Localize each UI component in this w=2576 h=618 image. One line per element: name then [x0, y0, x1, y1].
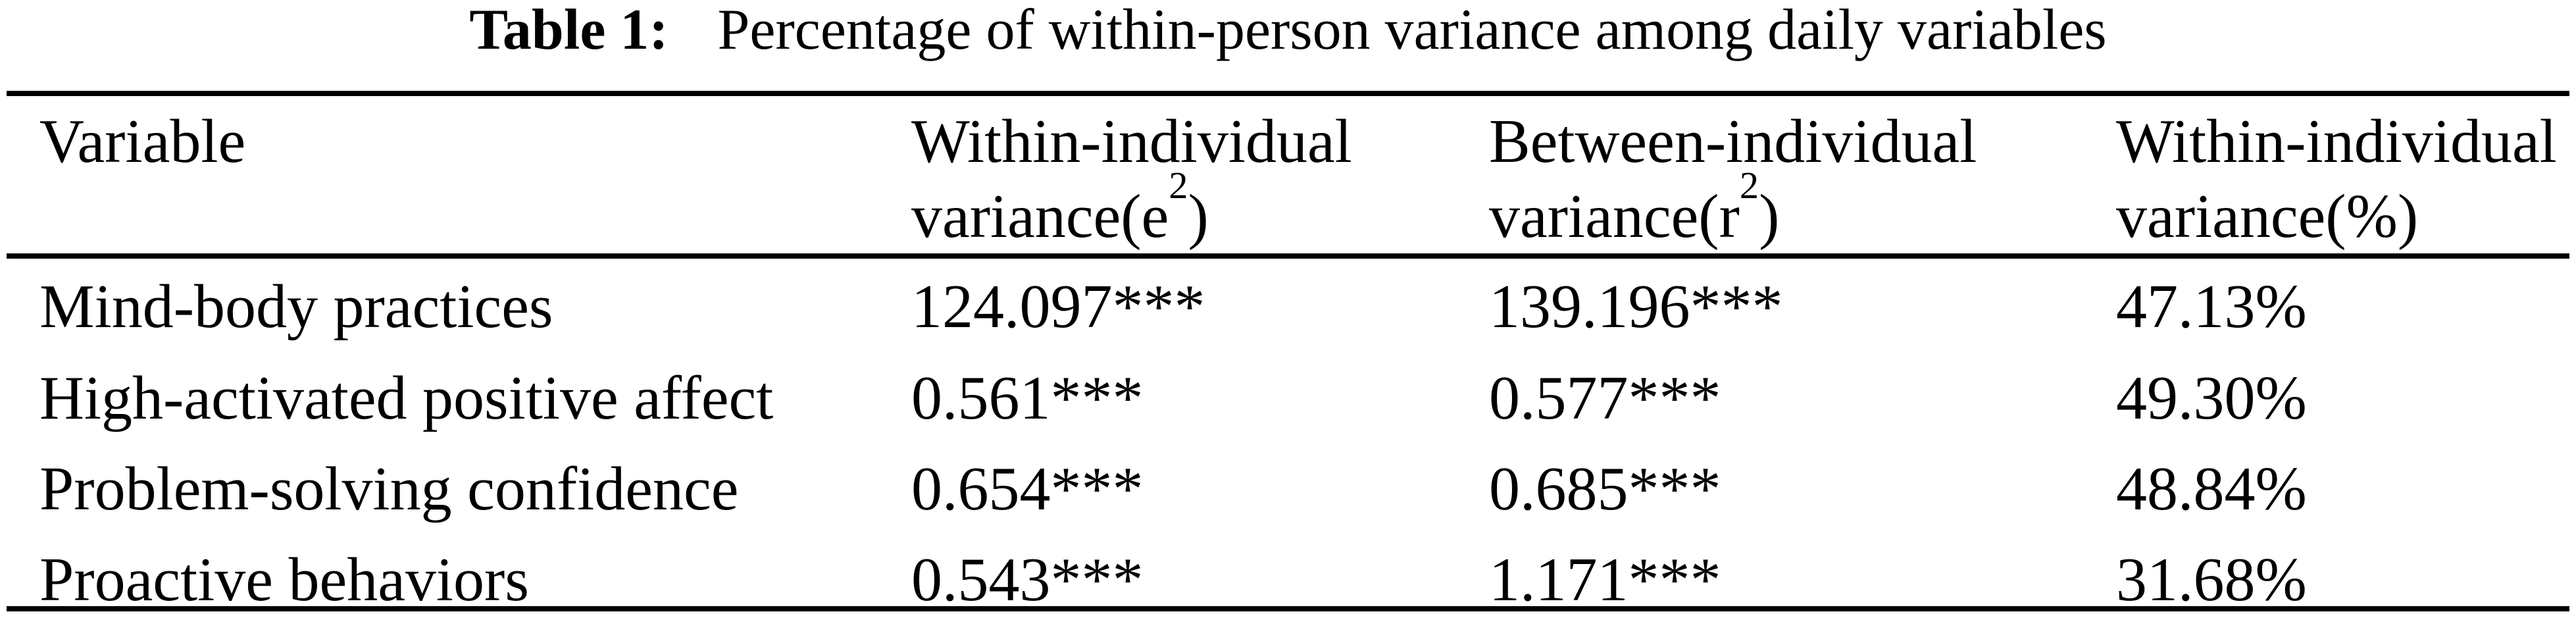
table-caption-text: Percentage of within-person variance amo…	[717, 0, 2107, 62]
cell-between-variance: 0.577***	[1489, 364, 1721, 432]
column-header-variable: Variable	[39, 104, 245, 179]
cell-within-pct: 31.68%	[2116, 546, 2307, 614]
cell-between-variance: 139.196***	[1489, 272, 1783, 341]
header-line1: Variable	[39, 107, 246, 176]
cell-within-variance: 124.097***	[911, 272, 1205, 341]
table-caption: Table 1: Percentage of within-person vari…	[0, 0, 2576, 61]
header-line2-superscript: 2	[1739, 164, 1759, 207]
header-line1: Within-individual	[2116, 107, 2557, 176]
header-line2-base: variance(e	[911, 182, 1169, 251]
header-line1: Within-individual	[911, 107, 1352, 176]
header-line2-base: variance(r	[1489, 182, 1740, 251]
header-line2: variance(e2)	[911, 167, 1209, 251]
rule-top	[7, 91, 2569, 96]
header-line1: Between-individual	[1489, 107, 1977, 176]
cell-within-pct: 48.84%	[2116, 455, 2307, 523]
cell-between-variance: 0.685***	[1489, 455, 1721, 523]
row-label: High-activated positive affect	[39, 364, 774, 432]
header-line2-end: )	[1188, 182, 1209, 251]
row-label: Mind-body practices	[39, 272, 553, 341]
column-header-between-individual-variance-r2: Between-individual variance(r2)	[1489, 104, 1977, 254]
row-label: Problem-solving confidence	[39, 455, 739, 523]
header-line2-base: variance(%	[2116, 182, 2398, 251]
header-line2-superscript: 2	[1169, 164, 1188, 207]
row-label: Proactive behaviors	[39, 546, 529, 614]
cell-within-pct: 47.13%	[2116, 272, 2307, 341]
rule-bottom	[7, 606, 2569, 611]
cell-within-variance: 0.561***	[911, 364, 1144, 432]
cell-within-variance: 0.543***	[911, 546, 1144, 614]
header-line2: variance(r2)	[1489, 167, 1780, 251]
cell-within-pct: 49.30%	[2116, 364, 2307, 432]
header-line2-end: )	[2397, 182, 2419, 251]
cell-within-variance: 0.654***	[911, 455, 1144, 523]
header-line2-end: )	[1759, 182, 1780, 251]
table-caption-label: Table 1:	[469, 0, 669, 62]
column-header-within-individual-variance-pct: Within-individual variance(%)	[2116, 104, 2557, 254]
header-line2: variance(%)	[2116, 182, 2418, 251]
column-header-within-individual-variance-e2: Within-individual variance(e2)	[911, 104, 1352, 254]
rule-header-bottom	[7, 253, 2569, 259]
cell-between-variance: 1.171***	[1489, 546, 1721, 614]
